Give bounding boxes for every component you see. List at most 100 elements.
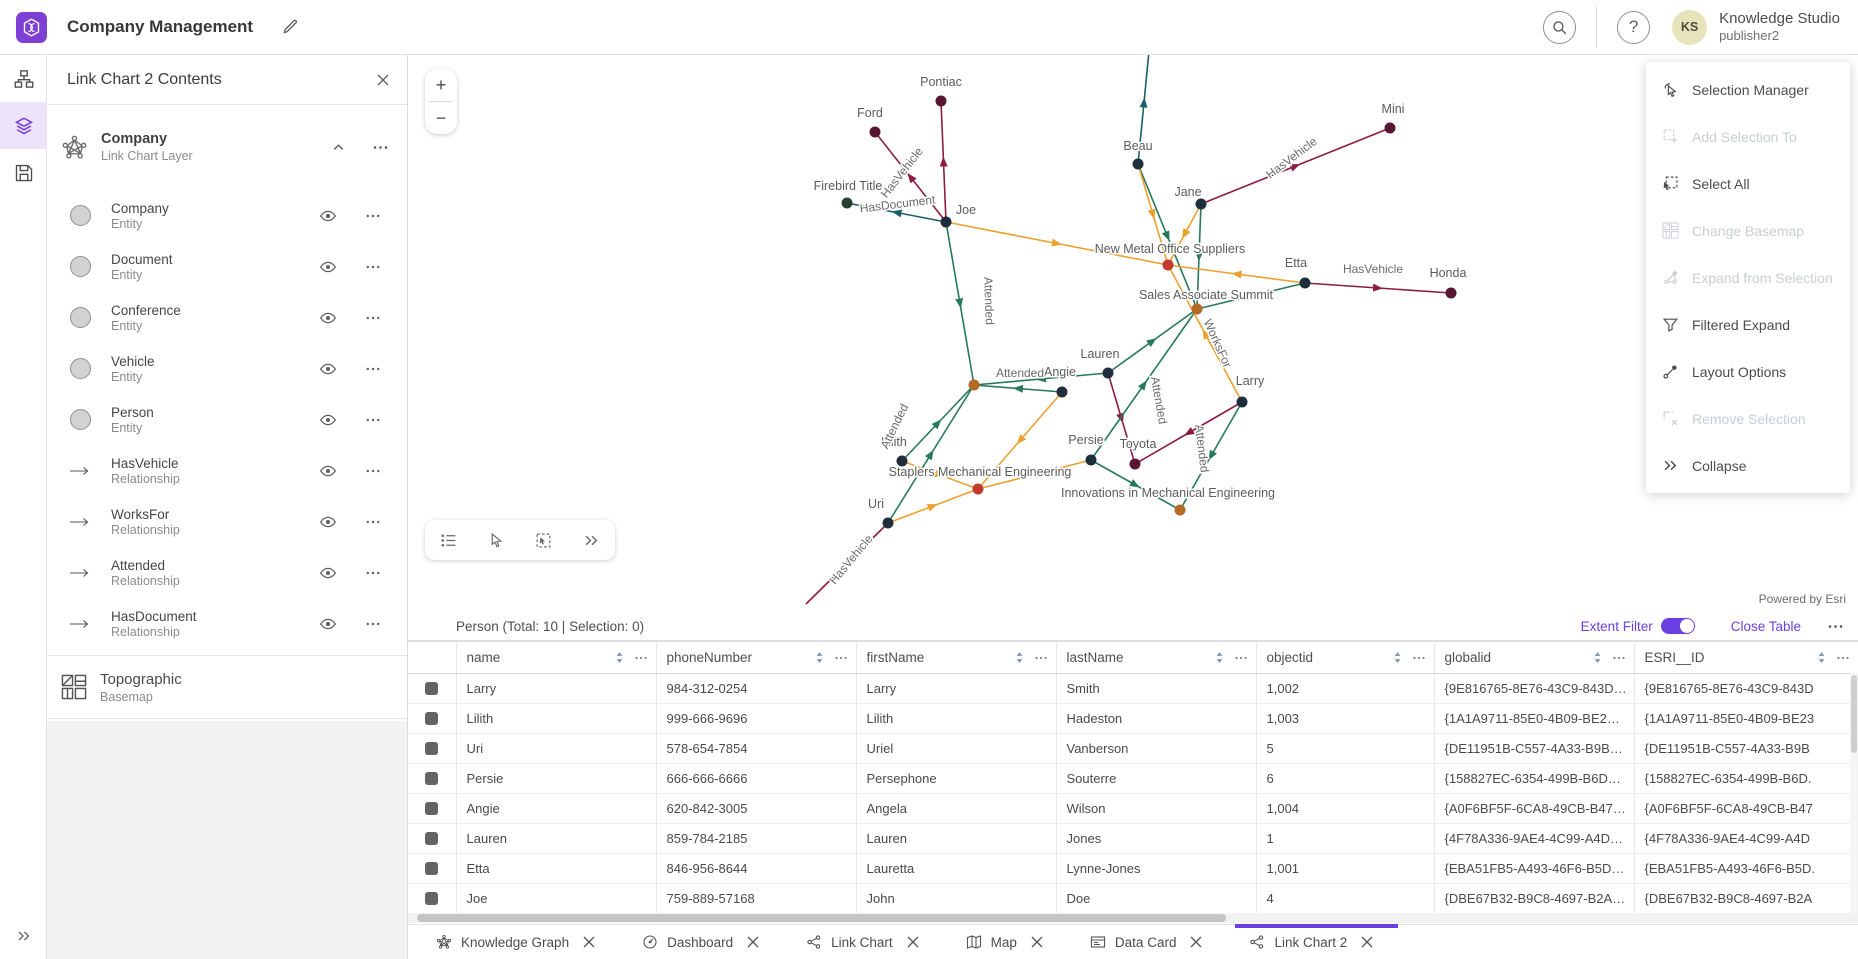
edge-worksfor[interactable] xyxy=(901,460,979,490)
visibility-eye-icon[interactable] xyxy=(319,309,337,327)
edge-hasdocument[interactable] xyxy=(846,202,947,223)
layer-menu-icon[interactable] xyxy=(365,361,381,377)
edge-attended[interactable] xyxy=(973,372,1109,386)
visibility-eye-icon[interactable] xyxy=(319,615,337,633)
tab-close-icon[interactable] xyxy=(1359,934,1375,950)
node-innovations[interactable] xyxy=(1174,504,1186,516)
edge-attended[interactable] xyxy=(1179,401,1243,511)
edge-attended[interactable] xyxy=(1195,203,1204,310)
node-larry[interactable] xyxy=(1236,396,1248,408)
link-chart-layer-group[interactable]: Company Link Chart Layer xyxy=(47,107,407,187)
node-lauren[interactable] xyxy=(1102,367,1114,379)
layer-group-menu-icon[interactable] xyxy=(372,139,389,156)
node-jane[interactable] xyxy=(1195,198,1207,210)
link-chart-graph[interactable]: Pontiac Ford Firebird Title Joe Beau Jane Mini… xyxy=(408,55,1858,612)
tab-close-icon[interactable] xyxy=(1029,934,1045,950)
node-honda[interactable] xyxy=(1445,287,1457,299)
table-vertical-scrollbar[interactable] xyxy=(1850,673,1858,913)
edge-worksfor[interactable] xyxy=(887,488,979,524)
close-table-button[interactable]: Close Table xyxy=(1730,618,1801,634)
edge-hasvehicle[interactable] xyxy=(1304,282,1452,294)
edge-worksfor[interactable] xyxy=(1137,163,1169,266)
tab-close-icon[interactable] xyxy=(1188,934,1204,950)
table-row[interactable]: Joe 759-889-57168 John Doe 4 {DBE67B32-B9C8-4… xyxy=(408,883,1858,913)
vscroll-thumb[interactable] xyxy=(1851,675,1857,753)
visibility-eye-icon[interactable] xyxy=(319,564,337,582)
sort-icon[interactable] xyxy=(1817,651,1826,664)
edge-attended[interactable] xyxy=(887,384,975,524)
sort-icon[interactable] xyxy=(1215,651,1224,664)
node-toyota[interactable] xyxy=(1129,458,1141,470)
row-checkbox[interactable] xyxy=(425,772,438,785)
column-header-phoneNumber[interactable]: phoneNumber xyxy=(656,641,857,674)
table-row[interactable]: Lilith 999-666-9696 Lilith Hadeston 1,003 {1A… xyxy=(408,703,1858,734)
edge-hasvehicle[interactable] xyxy=(1107,372,1136,465)
table-row[interactable]: Persie 666-666-6666 Persephone Souterre 6 {15… xyxy=(408,763,1858,794)
column-menu-icon[interactable] xyxy=(1836,651,1850,665)
tab-close-icon[interactable] xyxy=(581,934,597,950)
node-pontiac[interactable] xyxy=(935,95,947,107)
edge-worksfor[interactable] xyxy=(1167,264,1306,284)
row-checkbox[interactable] xyxy=(425,862,438,875)
layer-row-attended[interactable]: Attended Relationship xyxy=(47,547,407,598)
column-header-name[interactable]: name xyxy=(456,641,657,674)
menu-item-select-all[interactable]: Select All xyxy=(1646,160,1850,207)
node-nmos[interactable] xyxy=(1162,259,1174,271)
edge-attended[interactable] xyxy=(1196,282,1306,310)
table-horizontal-scrollbar[interactable] xyxy=(408,913,1858,923)
table-row[interactable]: Uri 578-654-7854 Uriel Vanberson 5 {DE11951B-… xyxy=(408,733,1858,764)
node-angie[interactable] xyxy=(1056,386,1068,398)
visibility-eye-icon[interactable] xyxy=(319,411,337,429)
edge-worksfor[interactable] xyxy=(1167,203,1202,266)
zoom-out-button[interactable]: − xyxy=(435,107,447,128)
row-checkbox[interactable] xyxy=(425,832,438,845)
sort-icon[interactable] xyxy=(815,651,824,664)
zoom-in-button[interactable]: + xyxy=(435,74,447,95)
table-row[interactable]: Angie 620-842-3005 Angela Wilson 1,004 {A0F6B… xyxy=(408,793,1858,824)
row-checkbox[interactable] xyxy=(425,742,438,755)
column-header-objectid[interactable]: objectid xyxy=(1256,641,1435,674)
layer-menu-icon[interactable] xyxy=(365,259,381,275)
layer-menu-icon[interactable] xyxy=(365,616,381,632)
column-menu-icon[interactable] xyxy=(1612,651,1626,665)
node-joe[interactable] xyxy=(940,216,952,228)
node-uri[interactable] xyxy=(882,517,894,529)
row-checkbox[interactable] xyxy=(425,712,438,725)
visibility-eye-icon[interactable] xyxy=(319,462,337,480)
tab-close-icon[interactable] xyxy=(745,934,761,950)
sort-icon[interactable] xyxy=(1593,651,1602,664)
row-checkbox[interactable] xyxy=(425,802,438,815)
extent-filter-toggle[interactable] xyxy=(1660,618,1695,634)
column-menu-icon[interactable] xyxy=(834,651,848,665)
column-header-ESRI__ID[interactable]: ESRI__ID xyxy=(1634,641,1858,674)
node-etta[interactable] xyxy=(1299,277,1311,289)
node-ford[interactable] xyxy=(869,126,881,138)
column-menu-icon[interactable] xyxy=(1034,651,1048,665)
column-header-lastName[interactable]: lastName xyxy=(1056,641,1257,674)
chevrons-right-icon[interactable] xyxy=(583,532,600,549)
layer-menu-icon[interactable] xyxy=(365,310,381,326)
cursor-icon[interactable] xyxy=(488,532,505,549)
node-mini[interactable] xyxy=(1384,122,1396,134)
close-panel-icon[interactable] xyxy=(375,72,391,88)
edge-attended[interactable] xyxy=(1090,459,1181,511)
layer-menu-icon[interactable] xyxy=(365,565,381,581)
table-row[interactable]: Etta 846-956-8644 Lauretta Lynne-Jones 1,001… xyxy=(408,853,1858,884)
edge-attended[interactable] xyxy=(1107,308,1198,374)
edge-worksfor[interactable] xyxy=(977,391,1063,490)
link-chart-canvas[interactable]: Pontiac Ford Firebird Title Joe Beau Jane Mini… xyxy=(408,55,1858,612)
search-button[interactable] xyxy=(1543,10,1577,44)
hscroll-thumb[interactable] xyxy=(417,914,1226,922)
menu-item-selection-manager[interactable]: Selection Manager xyxy=(1646,66,1850,113)
edit-title-icon[interactable] xyxy=(281,18,299,36)
node-conf1[interactable] xyxy=(968,379,980,391)
node-persie[interactable] xyxy=(1085,454,1097,466)
user-block[interactable]: Knowledge Studio publisher2 xyxy=(1719,10,1840,45)
edge-hasvehicle[interactable] xyxy=(874,131,947,223)
edge-attended[interactable] xyxy=(1137,163,1198,310)
node-lilith[interactable] xyxy=(896,455,908,467)
layer-row-hasdocument[interactable]: HasDocument Relationship xyxy=(47,598,407,649)
basemap-row[interactable]: Topographic Basemap xyxy=(47,655,407,719)
visibility-eye-icon[interactable] xyxy=(319,513,337,531)
layer-menu-icon[interactable] xyxy=(365,208,381,224)
